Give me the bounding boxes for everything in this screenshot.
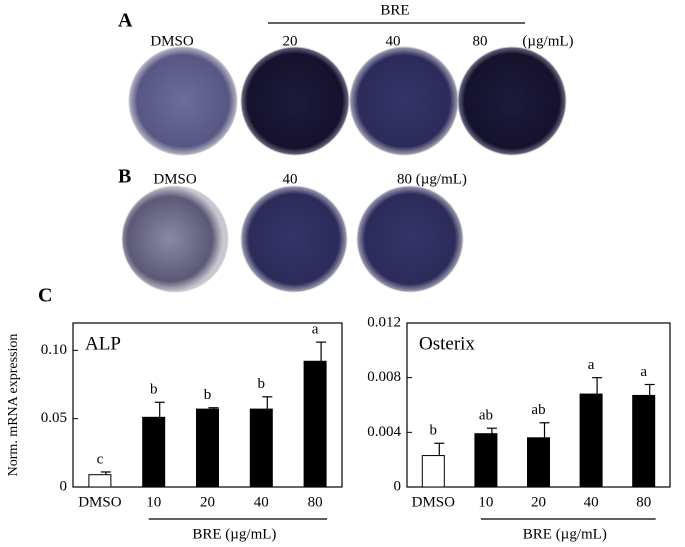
well <box>128 46 238 156</box>
bar <box>303 360 327 488</box>
panel-label: B <box>118 166 131 188</box>
bar <box>88 474 112 488</box>
y-tick-label: 0.008 <box>367 369 401 385</box>
y-tick-label: 0.012 <box>367 314 401 330</box>
well-label: 80 <box>473 33 488 49</box>
bar <box>196 408 219 488</box>
y-tick-label: 0 <box>60 478 68 494</box>
x-tick-label: 10 <box>478 494 493 510</box>
x-tick-label: DMSO <box>78 494 122 510</box>
well-label: 80 (µg/mL) <box>397 171 467 187</box>
significance-label: c <box>97 451 104 467</box>
x-tick-label: 80 <box>636 494 651 510</box>
well <box>121 185 229 293</box>
group-label: BRE (µg/mL) <box>523 526 607 542</box>
x-tick-label: 40 <box>254 494 269 510</box>
well-label: 20 <box>283 33 298 49</box>
bar <box>579 393 603 488</box>
well-label: DMSO <box>150 33 194 49</box>
bar <box>249 408 273 488</box>
bar <box>632 394 656 488</box>
bar <box>421 455 445 488</box>
well <box>349 46 459 156</box>
x-tick-label: 20 <box>200 494 215 510</box>
significance-label: a <box>588 357 595 373</box>
x-tick-label: DMSO <box>412 494 456 510</box>
x-tick-label: 20 <box>531 494 546 510</box>
bar <box>474 433 498 488</box>
well-label: 40 <box>283 171 298 187</box>
significance-label: a <box>312 322 319 338</box>
group-label: BRE <box>380 2 409 18</box>
well <box>457 46 567 156</box>
well-label: 40 <box>386 33 401 49</box>
y-axis-label: Norm. mRNA expression <box>6 334 21 477</box>
well <box>356 185 464 293</box>
panel-label: A <box>118 10 133 32</box>
y-tick-label: 0.004 <box>367 424 401 440</box>
significance-label: b <box>150 382 158 398</box>
significance-label: b <box>258 376 266 392</box>
x-tick-label: 40 <box>584 494 599 510</box>
y-tick-label: 0 <box>394 478 402 494</box>
significance-label: ab <box>479 408 493 424</box>
significance-label: a <box>640 364 647 380</box>
bar <box>527 437 550 488</box>
x-tick-label: 80 <box>308 494 323 510</box>
significance-label: ab <box>531 402 545 418</box>
chart-title: ALP <box>85 333 121 354</box>
group-label: BRE (µg/mL) <box>192 526 276 542</box>
well <box>240 185 348 293</box>
well <box>240 46 350 156</box>
significance-label: b <box>204 387 212 403</box>
y-tick-label: 0.05 <box>41 410 67 426</box>
panel-label: C <box>38 285 52 307</box>
y-tick-label: 0.10 <box>41 342 67 358</box>
well-label: DMSO <box>153 171 197 187</box>
chart-title: Osterix <box>419 333 475 354</box>
significance-label: b <box>430 423 438 439</box>
x-tick-label: 10 <box>146 494 161 510</box>
bar <box>142 416 166 488</box>
unit-label: (µg/mL) <box>522 33 573 49</box>
